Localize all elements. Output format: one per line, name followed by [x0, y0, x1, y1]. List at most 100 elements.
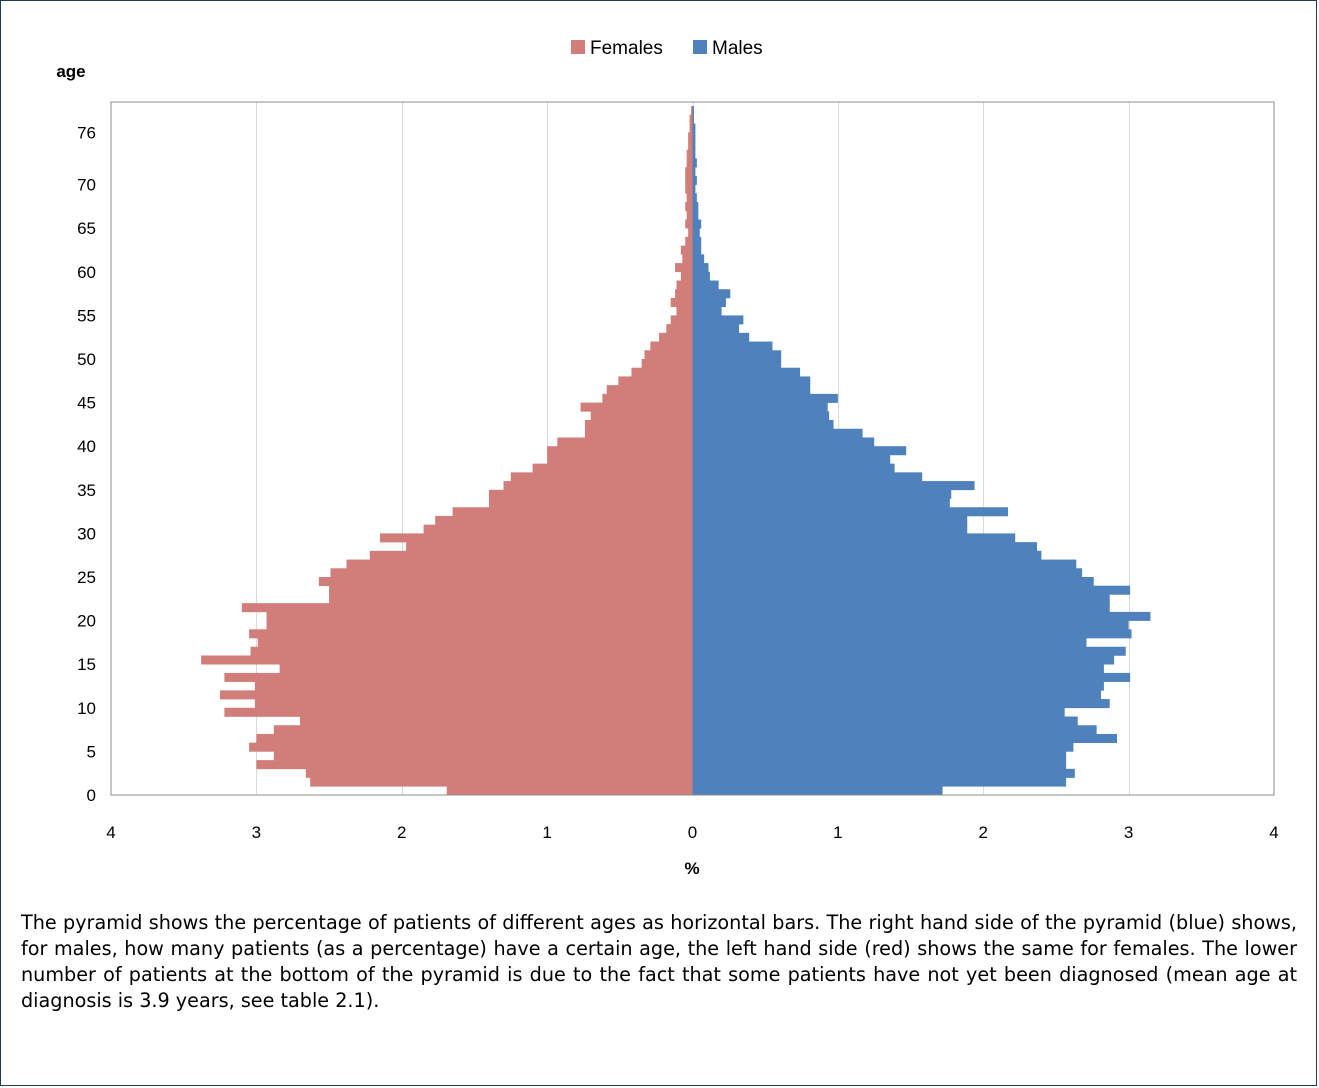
bar-males — [692, 760, 1067, 770]
bar-females — [532, 463, 693, 473]
bar-males — [692, 655, 1115, 665]
bar-males — [692, 611, 1151, 621]
x-tick-label: 0 — [688, 823, 697, 842]
bar-males — [692, 515, 968, 525]
bar-females — [685, 202, 693, 212]
bar-females — [666, 324, 693, 334]
bar-males — [692, 507, 1008, 517]
bar-females — [503, 481, 693, 491]
bar-males — [692, 332, 750, 342]
bar-males — [692, 132, 696, 142]
bar-females — [266, 611, 693, 621]
bar-males — [692, 629, 1132, 639]
bar-males — [692, 289, 731, 299]
bar-females — [318, 577, 693, 587]
bar-males — [692, 228, 700, 238]
bar-females — [686, 210, 693, 220]
y-tick-label: 76 — [77, 123, 96, 142]
bar-females — [310, 777, 693, 787]
y-tick-label: 40 — [77, 437, 96, 456]
bar-females — [273, 725, 693, 735]
bar-females — [682, 254, 693, 264]
bar-females — [224, 672, 693, 682]
bar-females — [435, 515, 693, 525]
bar-males — [692, 271, 710, 281]
figure-caption: The pyramid shows the percentage of pati… — [21, 911, 1297, 1012]
y-tick-label: 55 — [77, 306, 96, 325]
bar-males — [692, 742, 1074, 752]
bar-females — [220, 690, 693, 700]
bar-females — [618, 376, 693, 386]
x-tick-label: 1 — [833, 823, 842, 842]
y-tick-label: 70 — [77, 176, 96, 195]
bar-males — [692, 638, 1087, 648]
bar-females — [676, 306, 693, 316]
bar-males — [692, 350, 782, 360]
legend-swatch-males — [693, 40, 707, 54]
bar-females — [680, 245, 693, 255]
bar-females — [299, 716, 693, 726]
bar-females — [650, 341, 693, 351]
bar-females — [670, 315, 693, 325]
bar-males — [692, 236, 702, 246]
y-axis-title: age — [56, 62, 85, 81]
bar-females — [369, 550, 693, 560]
bar-males — [692, 411, 830, 421]
x-tick-label: 1 — [542, 823, 551, 842]
bar-females — [423, 524, 693, 534]
bar-males — [692, 149, 696, 159]
bar-males — [692, 114, 694, 124]
bar-males — [692, 716, 1078, 726]
bar-females — [676, 280, 693, 290]
bar-males — [692, 620, 1129, 630]
bar-females — [688, 132, 693, 142]
bar-males — [692, 681, 1104, 691]
bar-females — [249, 742, 693, 752]
bar-females — [510, 472, 693, 482]
bar-males — [692, 489, 952, 499]
y-tick-label: 10 — [77, 699, 96, 718]
bar-females — [590, 411, 693, 421]
bar-males — [692, 402, 828, 412]
bar-males — [692, 385, 811, 395]
bar-females — [266, 620, 693, 630]
bar-males — [692, 254, 705, 264]
bar-males — [692, 594, 1110, 604]
legend-label-females: Females — [590, 38, 663, 59]
bar-females — [346, 559, 693, 569]
bar-females — [406, 542, 693, 552]
bar-females — [257, 638, 693, 648]
bar-females — [254, 699, 693, 709]
bar-females — [241, 603, 693, 613]
y-tick-label: 50 — [77, 350, 96, 369]
bar-males — [692, 568, 1083, 578]
bar-females — [580, 402, 693, 412]
bar-males — [692, 533, 1016, 543]
bar-males — [692, 167, 696, 177]
bar-females — [488, 489, 693, 499]
bar-females — [446, 786, 693, 796]
bar-males — [692, 175, 697, 185]
bar-females — [675, 263, 693, 273]
bar-females — [675, 289, 693, 299]
bar-females — [452, 507, 693, 517]
bar-females — [547, 446, 693, 456]
bar-males — [692, 437, 875, 447]
x-tick-label: 2 — [397, 823, 406, 842]
bar-males — [692, 263, 709, 273]
bar-males — [692, 707, 1065, 717]
bar-males — [692, 542, 1038, 552]
bar-females — [249, 629, 693, 639]
bar-females — [330, 568, 693, 578]
bar-females — [584, 428, 693, 438]
bar-females — [379, 533, 693, 543]
bar-males — [692, 315, 744, 325]
bar-males — [692, 158, 697, 168]
bar-males — [692, 454, 891, 464]
bar-females — [686, 149, 693, 159]
bar-males — [692, 324, 740, 334]
bar-females — [670, 297, 693, 307]
bar-males — [692, 751, 1067, 761]
legend: Females Males — [571, 38, 763, 59]
